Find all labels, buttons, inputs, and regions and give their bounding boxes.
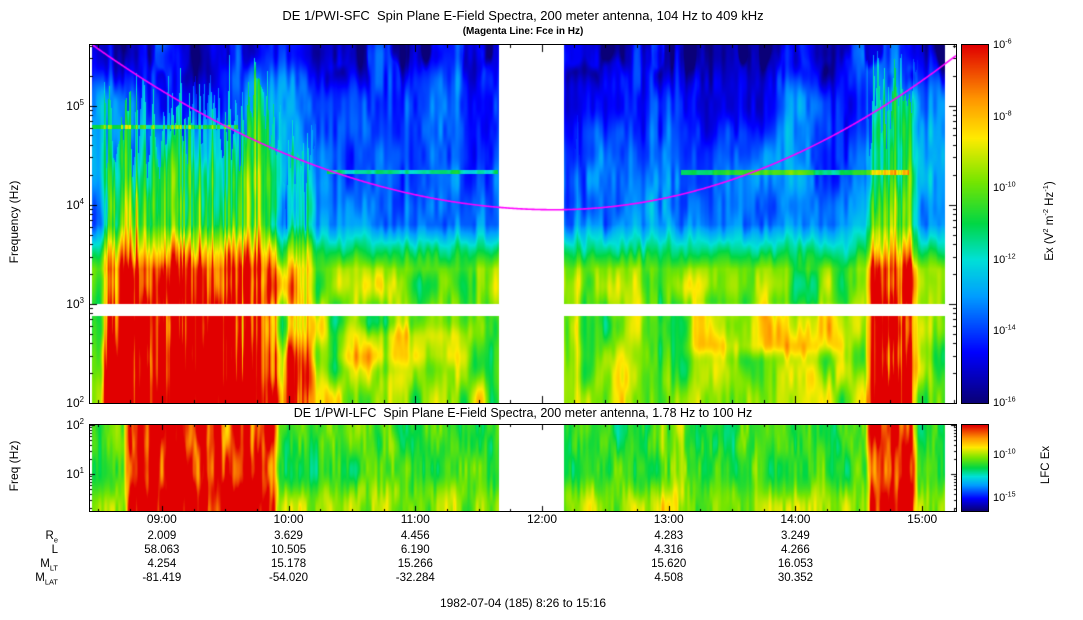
sfc-colorbar-tick-label: 10-14 (993, 323, 1016, 338)
lfc-title: DE 1/PWI-LFC Spin Plane E-Field Spectra,… (293, 406, 753, 420)
ephemeris-value: 4.508 (654, 572, 684, 584)
ephemeris-row-label-mlt: MLT (40, 558, 58, 573)
ephemeris-value: -32.284 (395, 572, 435, 584)
ephemeris-value: 30.352 (777, 572, 814, 584)
ephemeris-value: 4.254 (147, 558, 177, 570)
y-tick-label: 105 (66, 97, 84, 113)
ephemeris-row-label-l: L (51, 544, 58, 556)
sfc-colorbar-tick-label: 10-6 (993, 37, 1012, 51)
ephemeris-value: 15.178 (270, 558, 307, 570)
sfc-colorbar (961, 44, 989, 404)
ephemeris-value: 4.266 (781, 544, 810, 556)
y-tick-label: 101 (66, 466, 84, 482)
ephemeris-value: -81.419 (142, 572, 182, 584)
ephemeris-value: 15.620 (651, 558, 687, 570)
x-tick-label: 10:00 (273, 512, 304, 526)
ephemeris-value: 58.063 (144, 544, 180, 556)
lfc-colorbar-tick-label: 10-15 (993, 490, 1016, 505)
ephemeris-value: 4.283 (654, 530, 684, 542)
lfc-colorbar-label: LFC Ex (1040, 445, 1052, 485)
sfc-subtitle: (Magenta Line: Fce in Hz) (462, 26, 584, 37)
sfc-spectrogram-panel (89, 44, 957, 404)
lfc-colorbar-tick-label: 10-10 (993, 447, 1016, 462)
sfc-title: DE 1/PWI-SFC Spin Plane E-Field Spectra,… (282, 8, 764, 23)
sfc-colorbar-label: Ex (V2 m-2 Hz-1) (1041, 181, 1056, 261)
ephemeris-value: 10.505 (270, 544, 307, 556)
lfc-colorbar (961, 424, 989, 512)
ephemeris-value: 2.009 (147, 530, 177, 542)
sfc-colorbar-tick-label: 10-16 (993, 395, 1016, 409)
ephemeris-value: 4.456 (400, 530, 430, 542)
sfc-colorbar-tick-label: 10-8 (993, 108, 1012, 123)
sfc-spectrogram-canvas (90, 45, 956, 403)
ephemeris-value: 16.053 (777, 558, 814, 570)
lfc-colorbar-canvas (962, 425, 988, 511)
x-tick-label: 14:00 (780, 512, 811, 526)
x-tick-label: 13:00 (653, 512, 684, 526)
ephemeris-value: 3.249 (781, 530, 810, 542)
y-tick-label: 104 (66, 196, 84, 212)
ephemeris-value: 6.190 (400, 544, 430, 556)
x-tick-label: 11:00 (400, 512, 430, 526)
lfc-spectrogram-canvas (90, 425, 956, 511)
x-tick-label: 09:00 (146, 512, 177, 526)
ephemeris-row-label-re: Re (45, 530, 58, 545)
ephemeris-value: -54.020 (269, 572, 309, 584)
y-tick-label: 103 (66, 295, 84, 311)
ephemeris-row-label-mlat: MLAT (35, 572, 58, 587)
lfc-spectrogram-panel (89, 424, 957, 512)
x-tick-label: 15:00 (907, 512, 938, 526)
ephemeris-value: 15.266 (397, 558, 433, 570)
x-tick-label: 12:00 (526, 512, 558, 526)
y-tick-label: 102 (66, 417, 84, 432)
date-range-label: 1982-07-04 (185) 8:26 to 15:16 (439, 596, 607, 610)
sfc-colorbar-tick-label: 10-12 (993, 252, 1016, 266)
y-tick-label: 102 (66, 395, 84, 410)
ephemeris-value: 3.629 (274, 530, 303, 542)
sfc-colorbar-tick-label: 10-10 (993, 180, 1016, 195)
sfc-ylabel: Frequency (Hz) (7, 180, 21, 264)
ephemeris-value: 4.316 (654, 544, 684, 556)
sfc-colorbar-canvas (962, 45, 988, 403)
